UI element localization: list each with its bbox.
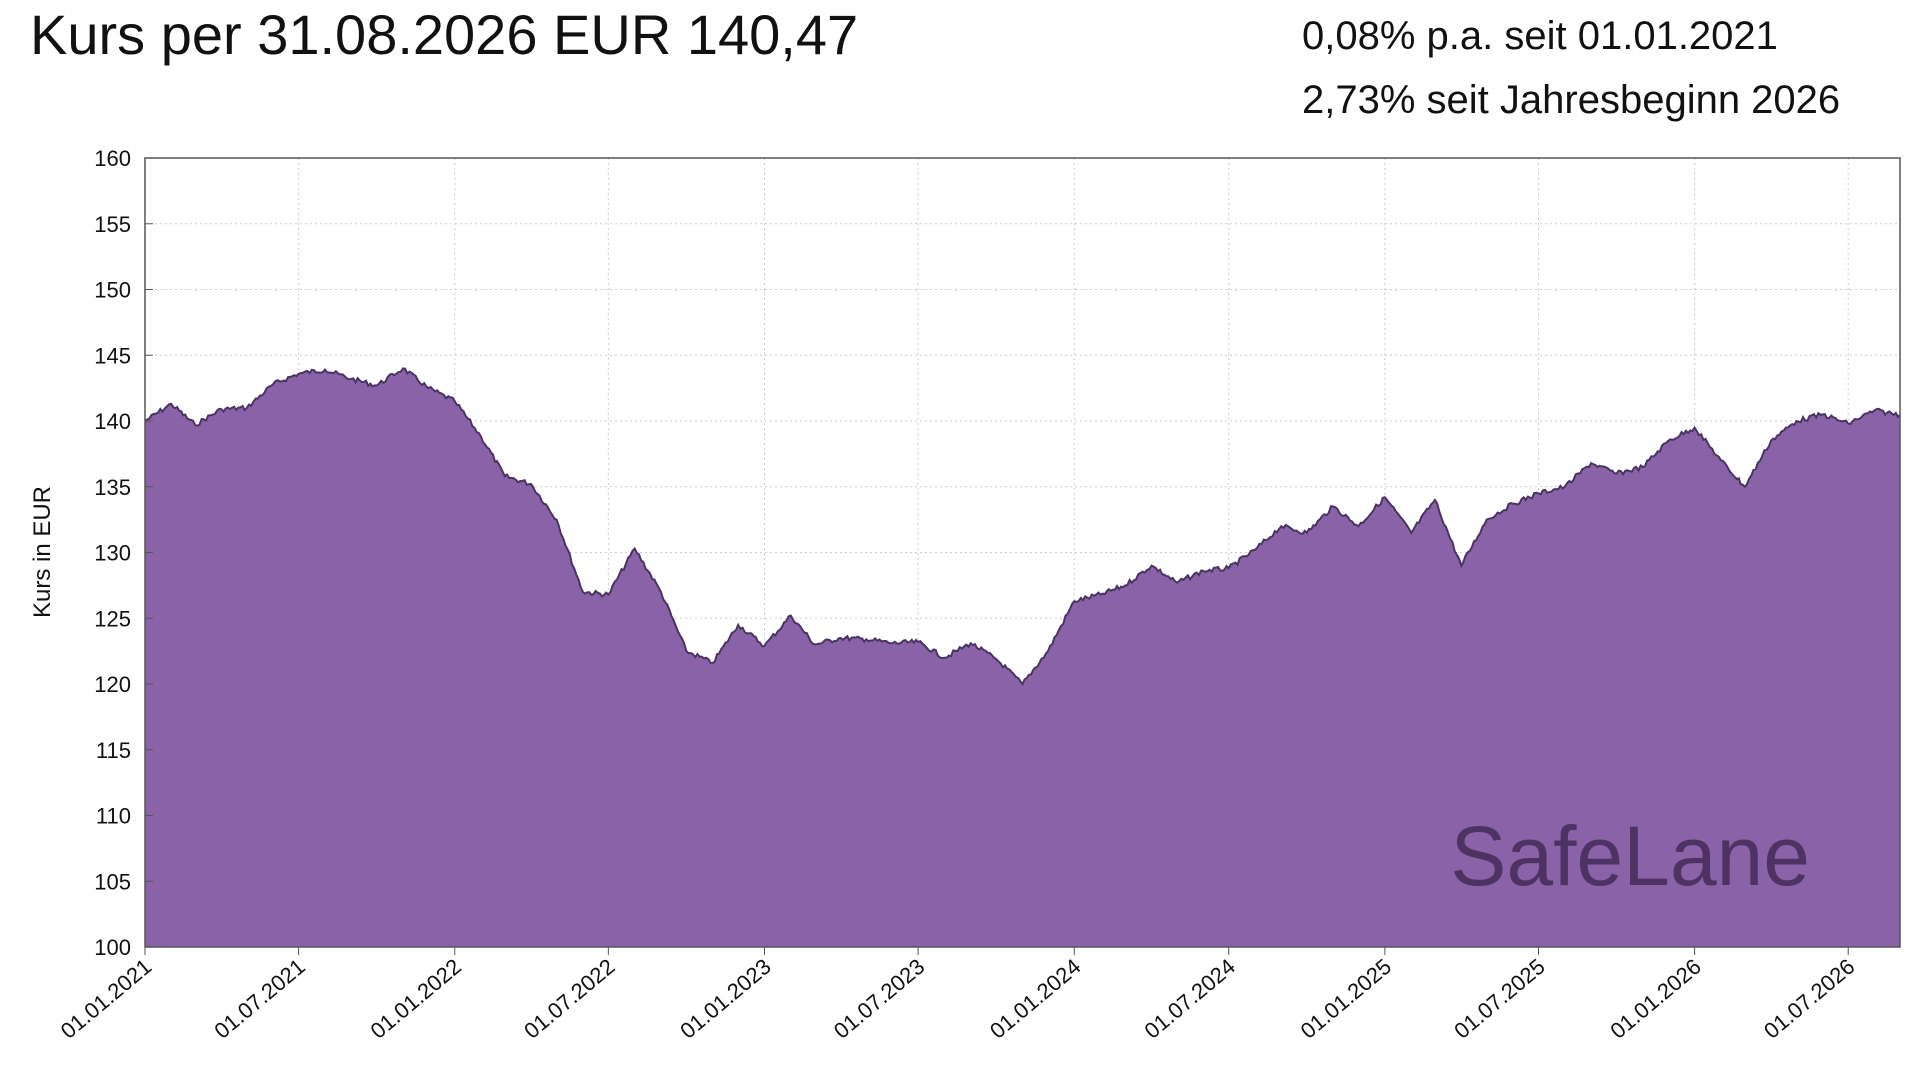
y-tick-label: 110 [96, 804, 131, 829]
x-axis-ticks: 01.01.2021 01.07.2021 01.01.2022 01.07.2022… [56, 947, 1859, 1044]
x-tick-label: 01.01.2024 [985, 954, 1085, 1044]
x-tick-label: 01.07.2023 [829, 954, 929, 1044]
y-tick-label: 150 [94, 278, 131, 303]
y-axis-ticks: 100 105 110 115 120 125 130 135 140 145 150 155 160 [94, 146, 153, 960]
performance-since-start: 0,08% p.a. seit 01.01.2021 [1302, 14, 1778, 58]
y-tick-label: 140 [94, 409, 131, 434]
x-tick-label: 01.01.2021 [56, 954, 156, 1044]
y-tick-label: 130 [94, 541, 131, 566]
y-axis-label: Kurs in EUR [29, 486, 56, 618]
y-tick-label: 100 [94, 935, 131, 960]
x-tick-label: 01.01.2023 [675, 954, 775, 1044]
y-tick-label: 120 [94, 672, 131, 697]
y-tick-label: 155 [94, 212, 131, 237]
y-tick-label: 125 [94, 606, 131, 631]
x-tick-label: 01.01.2025 [1296, 954, 1396, 1044]
y-tick-label: 105 [94, 869, 131, 894]
x-tick-label: 01.01.2022 [366, 954, 466, 1044]
x-tick-label: 01.07.2022 [519, 954, 619, 1044]
x-tick-label: 01.01.2026 [1605, 954, 1705, 1044]
x-tick-label: 01.07.2021 [209, 954, 309, 1044]
y-tick-label: 145 [94, 343, 131, 368]
y-tick-label: 135 [94, 475, 131, 500]
x-tick-label: 01.07.2026 [1759, 954, 1859, 1044]
price-line [144, 367, 1901, 686]
y-tick-label: 115 [96, 738, 131, 763]
performance-ytd: 2,73% seit Jahresbeginn 2026 [1302, 78, 1841, 122]
price-area [145, 368, 1900, 947]
page-title: Kurs per 31.08.2026 EUR 140,47 [30, 3, 859, 66]
watermark-logo: SafeLane [1450, 809, 1810, 903]
y-tick-label: 160 [94, 146, 131, 171]
x-tick-label: 01.07.2025 [1449, 954, 1549, 1044]
x-tick-label: 01.07.2024 [1140, 954, 1240, 1044]
